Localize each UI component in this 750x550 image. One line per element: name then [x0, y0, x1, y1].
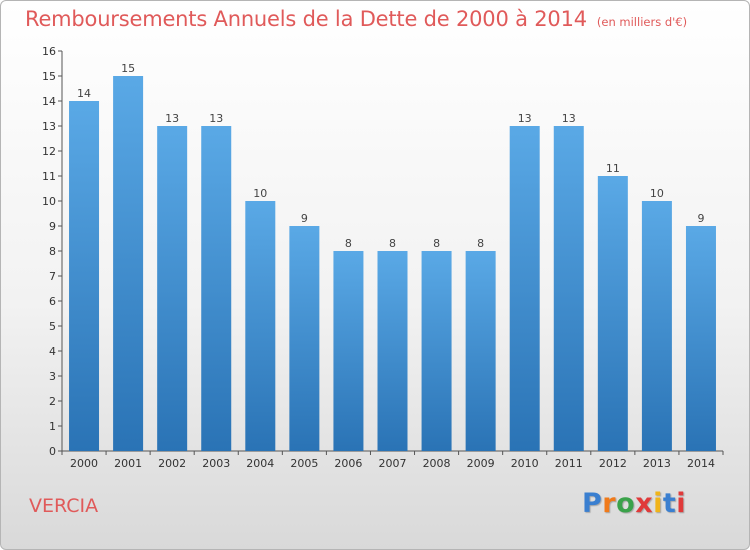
y-tick-label: 13 — [42, 120, 56, 133]
logo-letter: r — [602, 488, 617, 519]
y-tick-label: 2 — [49, 395, 56, 408]
data-label: 9 — [301, 212, 308, 225]
data-label: 15 — [121, 62, 135, 75]
bar — [597, 176, 628, 451]
logo-letter: x — [635, 488, 654, 519]
data-label: 14 — [77, 87, 91, 100]
logo-letter: t — [662, 488, 677, 519]
data-label: 8 — [345, 237, 352, 250]
y-tick-label: 12 — [42, 145, 56, 158]
bar — [421, 251, 452, 451]
x-tick-label: 2012 — [599, 457, 627, 470]
data-label: 8 — [389, 237, 396, 250]
data-labels-group: 14 15 13 13 10 9 8 8 8 8 13 13 11 10 9 — [77, 62, 704, 250]
x-tick-label: 2009 — [467, 457, 495, 470]
bar — [685, 226, 716, 451]
bar — [245, 201, 276, 451]
x-tick-label: 2013 — [643, 457, 671, 470]
y-tick-label: 5 — [49, 320, 56, 333]
x-tick-label: 2011 — [555, 457, 583, 470]
y-tick-label: 4 — [49, 345, 56, 358]
data-label: 10 — [650, 187, 664, 200]
bar — [157, 126, 188, 451]
bar — [201, 126, 232, 451]
x-tick-label: 2003 — [202, 457, 230, 470]
data-label: 9 — [697, 212, 704, 225]
x-tick-label: 2004 — [246, 457, 274, 470]
bar — [113, 76, 144, 451]
bar — [333, 251, 364, 451]
bar — [465, 251, 496, 451]
chart-title: Remboursements Annuels de la Dette de 20… — [25, 7, 587, 31]
place-name: VERCIA — [29, 495, 99, 517]
x-tick-label: 2007 — [379, 457, 407, 470]
bar — [377, 251, 408, 451]
chart-header: Remboursements Annuels de la Dette de 20… — [25, 7, 687, 31]
y-tick-label: 8 — [49, 245, 56, 258]
x-tick-label: 2014 — [687, 457, 715, 470]
bars-group — [69, 76, 716, 451]
y-tick-label: 11 — [42, 170, 56, 183]
x-tick-label: 2008 — [423, 457, 451, 470]
logo-letter: o — [616, 488, 636, 519]
x-tick-label: 2001 — [114, 457, 142, 470]
chart-unit: (en milliers d'€) — [596, 15, 688, 29]
y-tick-label: 15 — [42, 70, 56, 83]
x-tick-label: 2005 — [290, 457, 318, 470]
bar — [69, 101, 100, 451]
logo-letter: i — [653, 488, 663, 519]
data-label: 11 — [606, 162, 620, 175]
logo-letter: P — [582, 488, 603, 519]
bar — [553, 126, 584, 451]
bar — [509, 126, 540, 451]
logo-letter: i — [676, 488, 687, 519]
data-label: 13 — [165, 112, 179, 125]
y-tick-label: 7 — [49, 270, 56, 283]
x-axis: 2000 2001 2002 2003 2004 2005 2006 2007 2008 2009… — [61, 450, 724, 470]
y-tick-label: 14 — [42, 95, 56, 108]
y-tick-label: 1 — [49, 420, 56, 433]
x-tick-label: 2002 — [158, 457, 186, 470]
y-tick-label: 9 — [49, 220, 56, 233]
y-tick-label: 0 — [49, 445, 56, 458]
y-tick-label: 10 — [42, 195, 56, 208]
x-tick-label: 2000 — [70, 457, 98, 470]
proxiti-logo: Proxiti — [582, 488, 686, 519]
x-tick-label: 2006 — [334, 457, 362, 470]
y-tick-label: 3 — [49, 370, 56, 383]
data-label: 8 — [477, 237, 484, 250]
bar — [289, 226, 320, 451]
data-label: 8 — [433, 237, 440, 250]
x-tick-label: 2010 — [511, 457, 539, 470]
bar — [641, 201, 672, 451]
y-tick-label: 16 — [42, 45, 56, 58]
data-label: 13 — [562, 112, 576, 125]
data-label: 10 — [253, 187, 267, 200]
data-label: 13 — [518, 112, 532, 125]
data-label: 13 — [209, 112, 223, 125]
y-tick-label: 6 — [49, 295, 56, 308]
